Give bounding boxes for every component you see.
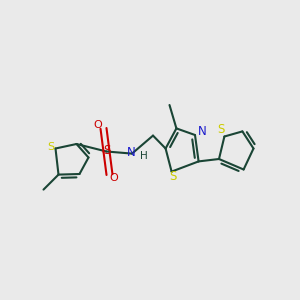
Text: S: S — [169, 170, 177, 184]
Text: S: S — [218, 123, 225, 136]
Text: N: N — [127, 146, 136, 159]
Text: N: N — [198, 125, 207, 138]
Text: S: S — [103, 143, 110, 157]
Text: O: O — [110, 173, 118, 183]
Text: H: H — [140, 151, 147, 161]
Text: S: S — [47, 142, 55, 152]
Text: O: O — [93, 120, 102, 130]
